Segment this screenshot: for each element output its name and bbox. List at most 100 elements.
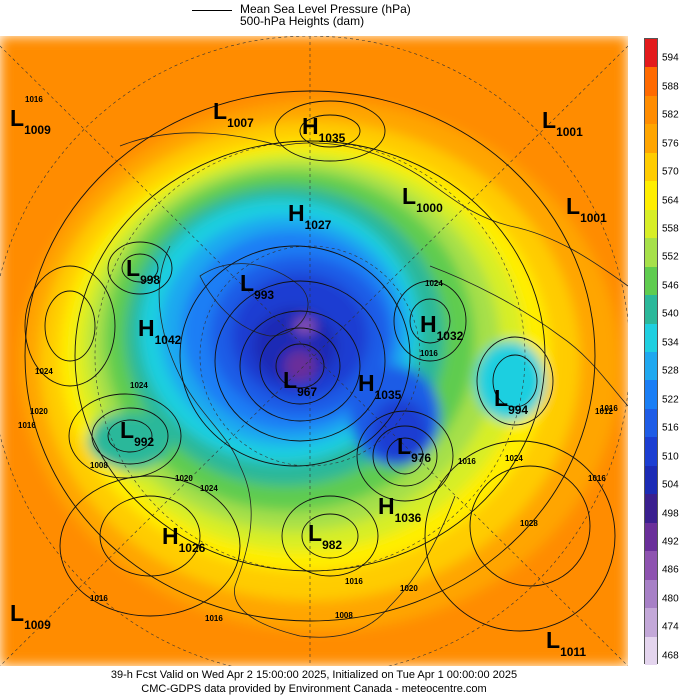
colorbar-segment <box>645 437 657 466</box>
field-540-west <box>88 413 172 469</box>
isobar-center-1 <box>275 343 325 389</box>
isobar-label: 1024 <box>505 454 523 463</box>
colorbar-segment <box>645 323 657 352</box>
colorbar-label: 534 <box>662 337 679 349</box>
low-marker: L1011 <box>546 627 586 659</box>
low-marker: L998 <box>126 255 160 287</box>
isobar-label: 1008 <box>335 611 353 620</box>
colorbar-label: 594 <box>662 52 679 64</box>
colorbar-label: 564 <box>662 195 679 206</box>
weather-map: 1016 1024 1020 1024 1016 1008 1020 1024 … <box>0 36 628 666</box>
footer-valid-time: 39-h Fcst Valid on Wed Apr 2 15:00:00 20… <box>110 669 518 681</box>
colorbar-label: 576 <box>662 138 679 150</box>
isobar-e-2 <box>476 336 554 426</box>
footer: 39-h Fcst Valid on Wed Apr 2 15:00:00 20… <box>0 668 628 696</box>
colorbar-label: 522 <box>662 394 679 406</box>
colorbar-label: 582 <box>662 109 679 121</box>
colorbar-label: 492 <box>662 536 679 548</box>
isobar-center-5 <box>179 245 411 467</box>
footer-credit: CMC-GDPS data provided by Environment Ca… <box>141 683 487 695</box>
colorbar-segment <box>645 380 657 409</box>
low-marker: L1009 <box>10 105 51 137</box>
colorbar-label: 474 <box>662 621 679 633</box>
low-marker: L994 <box>494 385 528 417</box>
coast-alaska <box>389 495 456 607</box>
high-marker: H1042 <box>138 315 182 347</box>
colorbar <box>644 38 658 665</box>
isobar-outer-2 <box>24 90 596 622</box>
isobar-label: 1016 <box>205 614 223 623</box>
high-marker: H1035 <box>358 370 402 402</box>
isobar-w-high-1 <box>44 290 96 362</box>
isobar-n-high-1 <box>299 114 361 148</box>
isobar-outer-1 <box>74 140 546 572</box>
high-marker: H1026 <box>162 523 206 555</box>
colorbar-label: 468 <box>662 650 679 662</box>
colorbar-segment <box>645 209 657 239</box>
low-marker: L1009 <box>10 600 51 632</box>
isobar-label: 1024 <box>200 484 218 493</box>
isobar-sw-high-1 <box>99 495 201 577</box>
high-marker: H1032 <box>420 311 464 343</box>
isobar-label: 1028 <box>520 519 538 528</box>
low-marker: L982 <box>308 520 342 552</box>
high-marker: H1036 <box>378 493 422 525</box>
field-504 <box>253 308 337 384</box>
map-svg: 1016 1024 1020 1024 1016 1008 1020 1024 … <box>0 36 628 666</box>
isobar-label: 1016 <box>420 349 438 358</box>
colorbar-segment <box>645 465 657 495</box>
pressure-systems: L1009 L1007 H1035 L1001 L1000 L1001 H102… <box>10 98 607 659</box>
coast-arctic-island <box>199 263 309 337</box>
isobar-sw-high-2 <box>59 475 241 617</box>
colorbar-label: 588 <box>662 81 679 93</box>
isobar-e-1 <box>492 354 538 408</box>
colorbar-segment <box>645 238 657 267</box>
isobar-ne-high-2 <box>393 280 467 362</box>
colorbar-segment <box>645 39 657 68</box>
coast-greenland <box>158 245 241 467</box>
isobar-label: 1008 <box>90 461 108 470</box>
colorbar-label: 486 <box>662 564 679 576</box>
colorbar-segment <box>645 67 657 96</box>
colorbar-segment <box>645 636 657 665</box>
isobar-label: 1016 <box>345 577 363 586</box>
colorbar-label: 546 <box>662 280 679 292</box>
low-marker: L992 <box>120 417 154 449</box>
colorbar-segment <box>645 124 657 153</box>
isobar-w-3 <box>68 393 182 479</box>
colorbar-label: 504 <box>662 479 679 491</box>
isobar-label: 1024 <box>425 279 443 288</box>
isobar-label: 1016 <box>588 474 606 483</box>
isobar-label: 1016 <box>18 421 36 430</box>
colorbar-segment <box>645 266 657 296</box>
colorbar-segment <box>645 181 657 210</box>
isobar-label: 1020 <box>175 474 193 483</box>
colorbar-label: 570 <box>662 166 679 178</box>
low-marker: L1000 <box>402 183 443 215</box>
low-marker: L993 <box>240 270 274 302</box>
isobar-label: 1016 <box>600 404 618 413</box>
colorbar-segment <box>645 551 657 580</box>
legend-fill-label: 500-hPa Heights (dam) <box>240 14 365 28</box>
isobar-label: 1020 <box>30 407 48 416</box>
isobar-se-1 <box>386 437 424 475</box>
coast-asia-east <box>429 265 628 407</box>
colorbar-label: 498 <box>662 508 679 519</box>
isobar-nw-2 <box>107 241 173 295</box>
low-marker: L976 <box>397 433 431 465</box>
colorbar-label: 516 <box>662 422 679 434</box>
colorbar-label: 552 <box>662 251 679 263</box>
isobar-label: 1024 <box>35 367 53 376</box>
isobar-label: 1012 <box>595 407 613 416</box>
isobar-label: 1020 <box>400 584 418 593</box>
colorbar-label: 558 <box>662 223 679 235</box>
isobars <box>24 90 616 632</box>
low-marker: L967 <box>283 367 317 399</box>
isobar-w-1 <box>107 419 153 453</box>
low-marker: L1007 <box>213 98 254 130</box>
isobar-nw-1 <box>121 253 159 283</box>
isobar-se-2 <box>372 425 438 487</box>
colorbar-segment <box>645 608 657 637</box>
colorbar-segment <box>645 351 657 381</box>
high-marker: H1027 <box>288 200 332 232</box>
